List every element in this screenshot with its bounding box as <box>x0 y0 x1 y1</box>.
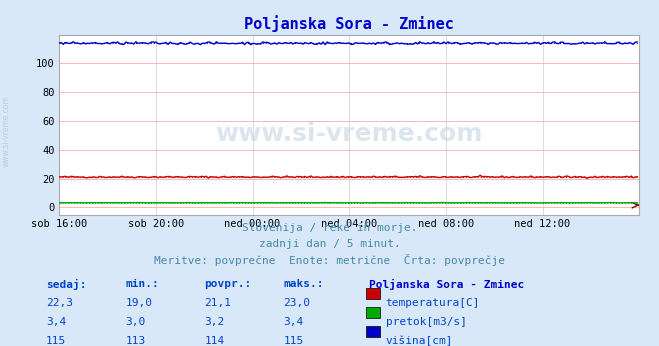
Text: pretok[m3/s]: pretok[m3/s] <box>386 317 467 327</box>
Text: www.si-vreme.com: www.si-vreme.com <box>2 95 11 167</box>
Title: Poljanska Sora - Zminec: Poljanska Sora - Zminec <box>244 15 454 32</box>
Text: 23,0: 23,0 <box>283 298 310 308</box>
Text: maks.:: maks.: <box>283 279 324 289</box>
Text: 114: 114 <box>204 336 225 346</box>
Text: 19,0: 19,0 <box>125 298 152 308</box>
Text: 113: 113 <box>125 336 146 346</box>
Text: 115: 115 <box>46 336 67 346</box>
Text: 22,3: 22,3 <box>46 298 73 308</box>
Text: www.si-vreme.com: www.si-vreme.com <box>215 121 483 146</box>
Text: 3,4: 3,4 <box>46 317 67 327</box>
Text: zadnji dan / 5 minut.: zadnji dan / 5 minut. <box>258 239 401 249</box>
Text: Poljanska Sora - Zminec: Poljanska Sora - Zminec <box>369 279 525 290</box>
Text: 115: 115 <box>283 336 304 346</box>
Text: sedaj:: sedaj: <box>46 279 86 290</box>
Text: min.:: min.: <box>125 279 159 289</box>
Text: 21,1: 21,1 <box>204 298 231 308</box>
Text: 3,4: 3,4 <box>283 317 304 327</box>
Text: Meritve: povprečne  Enote: metrične  Črta: povprečje: Meritve: povprečne Enote: metrične Črta:… <box>154 254 505 266</box>
Text: višina[cm]: višina[cm] <box>386 336 453 346</box>
Text: 3,0: 3,0 <box>125 317 146 327</box>
Text: temperatura[C]: temperatura[C] <box>386 298 480 308</box>
Text: 3,2: 3,2 <box>204 317 225 327</box>
Text: povpr.:: povpr.: <box>204 279 252 289</box>
Text: Slovenija / reke in morje.: Slovenija / reke in morje. <box>242 223 417 233</box>
